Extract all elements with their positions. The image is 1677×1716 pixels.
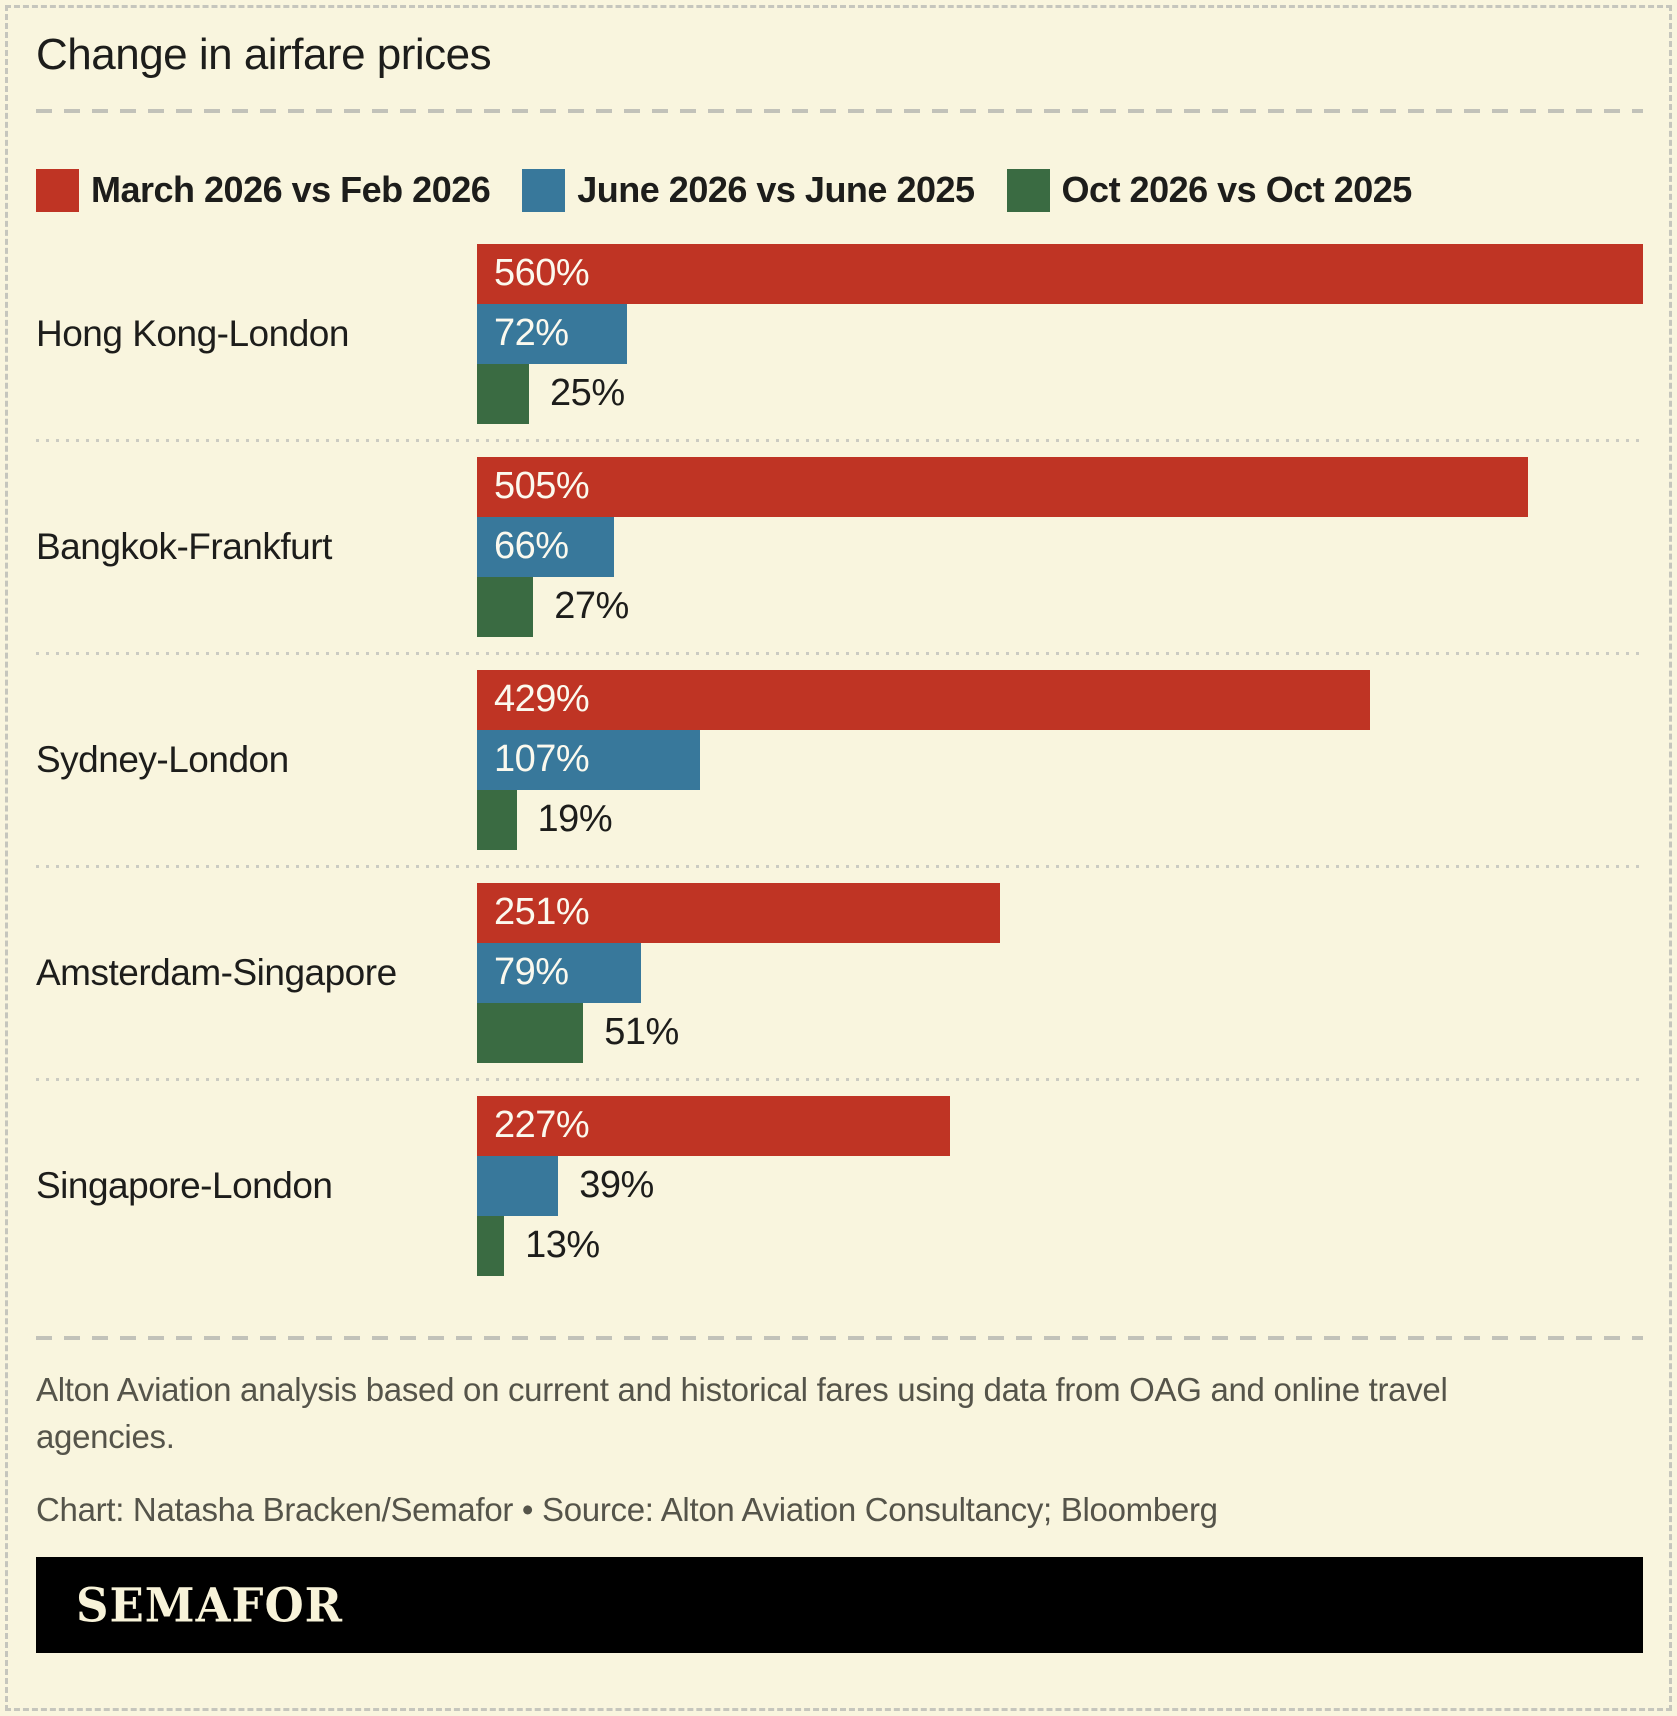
bar-segment: 505%	[477, 456, 1529, 517]
bar-segment: 79%	[477, 942, 642, 1003]
category-bars: 251% 79% 51%	[477, 882, 1643, 1063]
category-label: Bangkok-Frankfurt	[36, 525, 332, 567]
category-group: Sydney-London 429% 107% 19%	[36, 669, 1643, 850]
bar-segment: 251%	[477, 882, 1000, 943]
semafor-logo-bar: SEMAFOR	[36, 1557, 1643, 1654]
bar-segment: 560%	[477, 243, 1643, 304]
bar-value-label: 72%	[494, 312, 569, 355]
bar-value-label: 251%	[494, 891, 590, 934]
legend-item: June 2026 vs June 2025	[522, 168, 975, 212]
category-bars: 560% 72% 25%	[477, 243, 1643, 424]
semafor-logo: SEMAFOR	[76, 1577, 344, 1633]
bar-segment: 107%	[477, 729, 700, 790]
category-label: Amsterdam-Singapore	[36, 951, 397, 993]
bar-segment: 66%	[477, 516, 615, 577]
bar-segment	[477, 363, 530, 424]
bar-value-label: 25%	[550, 372, 625, 415]
bar-segment: 72%	[477, 303, 627, 364]
legend-label: June 2026 vs June 2025	[577, 169, 975, 211]
bar-value-label: 66%	[494, 525, 569, 568]
bar-row: 25%	[477, 363, 1643, 424]
bar-row: 107%	[477, 729, 1643, 790]
category-bars: 227% 39% 13%	[477, 1095, 1643, 1276]
legend-swatch-icon	[36, 168, 79, 212]
category-group: Singapore-London 227% 39% 13%	[36, 1095, 1643, 1276]
category-label: Singapore-London	[36, 1164, 333, 1206]
bar-value-label: 79%	[494, 951, 569, 994]
bar-value-label: 27%	[554, 585, 629, 628]
credit-line: Chart: Natasha Bracken/Semafor • Source:…	[36, 1491, 1218, 1529]
bar-segment	[477, 1215, 505, 1276]
bar-segment: 227%	[477, 1095, 950, 1156]
bar-row: 227%	[477, 1095, 1643, 1156]
bar-value-label: 429%	[494, 678, 590, 721]
bar-row: 505%	[477, 456, 1643, 517]
bar-segment	[477, 1002, 584, 1063]
bar-value-label: 19%	[537, 798, 613, 841]
bar-row: 429%	[477, 669, 1643, 730]
bar-row: 251%	[477, 882, 1643, 943]
legend-label: March 2026 vs Feb 2026	[91, 169, 491, 211]
bar-row: 13%	[477, 1215, 1643, 1276]
bar-row: 79%	[477, 942, 1643, 1003]
bar-row: 72%	[477, 303, 1643, 364]
source-note: Alton Aviation analysis based on current…	[36, 1370, 1448, 1456]
bar-row: 51%	[477, 1002, 1643, 1063]
bar-value-label: 39%	[579, 1164, 654, 1207]
bar-chart: Hong Kong-London 560% 72% 25% Bangkok-Frankf…	[36, 243, 1643, 1276]
category-label: Sydney-London	[36, 738, 289, 780]
row-separator	[36, 864, 1643, 868]
bar-row: 27%	[477, 576, 1643, 637]
bar-segment	[477, 1155, 559, 1216]
row-separator	[36, 438, 1643, 442]
bar-row: 66%	[477, 516, 1643, 577]
legend-swatch-icon	[522, 168, 566, 212]
bar-value-label: 227%	[494, 1104, 590, 1147]
bar-value-label: 560%	[494, 252, 590, 295]
bar-value-label: 107%	[494, 738, 590, 781]
category-bars: 429% 107% 19%	[477, 669, 1643, 850]
row-separator	[36, 651, 1643, 655]
legend-label: Oct 2026 vs Oct 2025	[1061, 169, 1413, 211]
footer-separator	[36, 1335, 1643, 1340]
bar-row: 39%	[477, 1155, 1643, 1216]
chart-card: Change in airfare prices March 2026 vs F…	[36, 30, 1643, 1654]
bar-value-label: 51%	[604, 1011, 679, 1054]
bar-row: 19%	[477, 789, 1643, 850]
legend-item: March 2026 vs Feb 2026	[36, 168, 491, 212]
category-group: Bangkok-Frankfurt 505% 66% 27%	[36, 456, 1643, 637]
bar-value-label: 13%	[525, 1224, 600, 1267]
bar-segment: 429%	[477, 669, 1371, 730]
title-separator	[36, 108, 1643, 113]
category-label: Hong Kong-London	[36, 312, 349, 354]
row-separator	[36, 1077, 1643, 1081]
bar-row: 560%	[477, 243, 1643, 304]
bar-segment	[477, 789, 517, 850]
category-group: Amsterdam-Singapore 251% 79% 51%	[36, 882, 1643, 1063]
category-bars: 505% 66% 27%	[477, 456, 1643, 637]
bar-segment	[477, 576, 534, 637]
legend-item: Oct 2026 vs Oct 2025	[1006, 168, 1413, 212]
bar-value-label: 505%	[494, 465, 590, 508]
legend-swatch-icon	[1006, 168, 1050, 212]
legend: March 2026 vs Feb 2026 June 2026 vs June …	[36, 168, 1643, 212]
chart-title: Change in airfare prices	[36, 30, 492, 79]
category-group: Hong Kong-London 560% 72% 25%	[36, 243, 1643, 424]
